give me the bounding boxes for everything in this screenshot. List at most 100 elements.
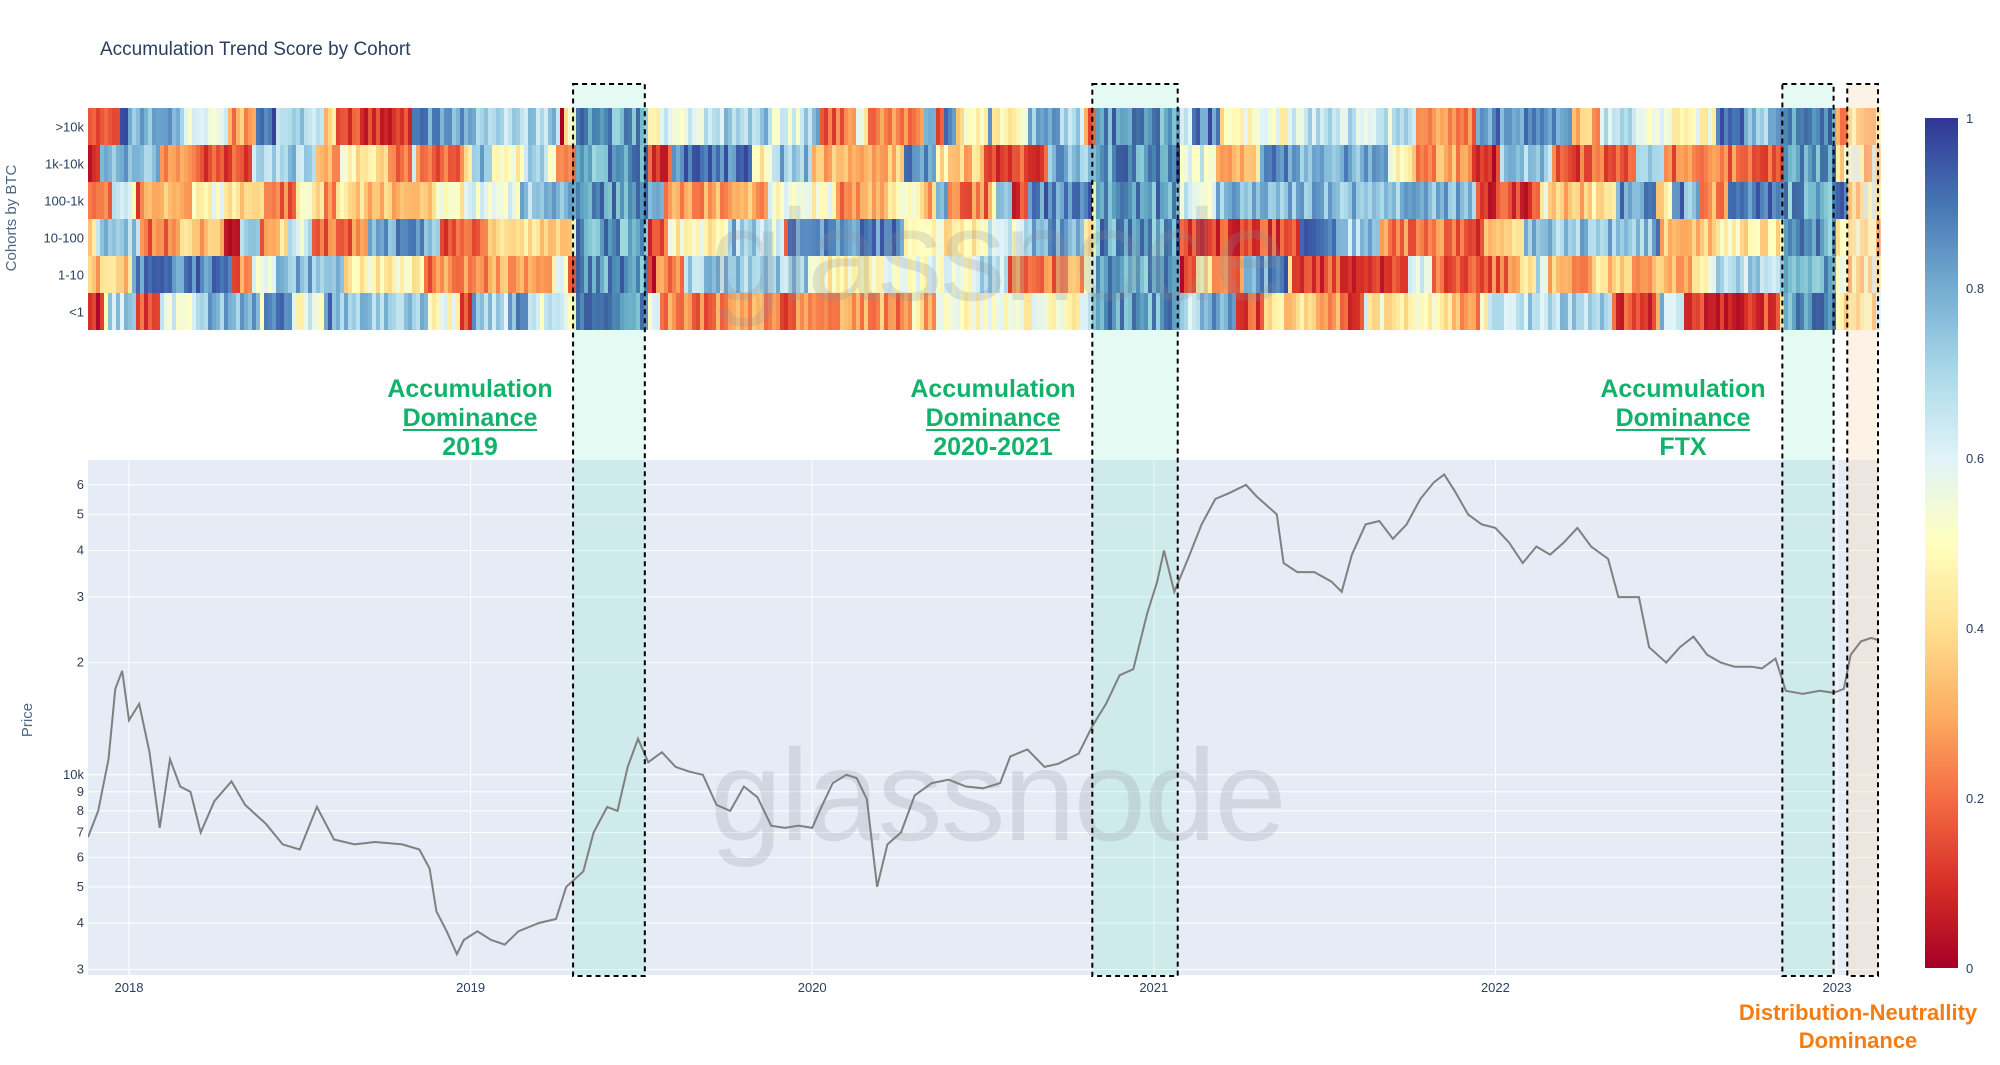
heatmap-cell [912, 219, 917, 256]
heatmap-cell [116, 256, 121, 293]
heatmap-cell [444, 182, 449, 219]
heatmap-cell [868, 182, 873, 219]
heatmap-cell [1732, 219, 1737, 256]
heatmap-cell [1456, 182, 1461, 219]
heatmap-cell [344, 145, 349, 182]
heatmap-cell [244, 219, 249, 256]
heatmap-cell [1768, 145, 1773, 182]
heatmap-cell [1708, 256, 1713, 293]
heatmap-cell [204, 219, 209, 256]
heatmap-cell [1240, 145, 1245, 182]
heatmap-cell [732, 182, 737, 219]
heatmap-cell [1428, 108, 1433, 145]
heatmap-cell [524, 145, 529, 182]
heatmap-cell [1388, 145, 1393, 182]
heatmap-cell [372, 182, 377, 219]
heatmap-cell [564, 182, 569, 219]
heatmap-cell [1676, 293, 1681, 330]
heatmap-cell [1684, 145, 1689, 182]
heatmap-cell [1528, 219, 1533, 256]
heatmap-cell [916, 219, 921, 256]
heatmap-cell [376, 219, 381, 256]
heatmap-cell [1720, 145, 1725, 182]
heatmap-cell [1840, 219, 1845, 256]
heatmap-cell [1448, 108, 1453, 145]
heatmap-cell [928, 256, 933, 293]
heatmap-cell [1156, 182, 1161, 219]
heatmap-cell [1204, 182, 1209, 219]
price-x-tick-label: 2021 [1139, 980, 1168, 995]
heatmap-cell [1124, 293, 1129, 330]
heatmap-cell [648, 182, 653, 219]
heatmap-cell [408, 293, 413, 330]
heatmap-cell [712, 108, 717, 145]
heatmap-cell [576, 256, 581, 293]
heatmap-cell [780, 256, 785, 293]
heatmap-cell [440, 256, 445, 293]
heatmap-cell [372, 145, 377, 182]
heatmap-cell [1320, 293, 1325, 330]
heatmap-cell [936, 145, 941, 182]
heatmap-cell [1384, 219, 1389, 256]
heatmap-cell [1056, 293, 1061, 330]
heatmap-cell [292, 108, 297, 145]
heatmap-cell [528, 293, 533, 330]
heatmap-cell [956, 145, 961, 182]
heatmap-cell [132, 256, 137, 293]
heatmap-cell [1092, 293, 1097, 330]
heatmap-cell [1772, 108, 1777, 145]
heatmap-cell [1444, 145, 1449, 182]
heatmap-cell [388, 182, 393, 219]
heatmap-cell [1756, 108, 1761, 145]
heatmap-cell [384, 293, 389, 330]
heatmap-cell [1076, 256, 1081, 293]
heatmap-cell [1440, 108, 1445, 145]
heatmap-cell [516, 219, 521, 256]
heatmap-cell [1488, 145, 1493, 182]
heatmap-cell [1032, 293, 1037, 330]
heatmap-cell [1440, 293, 1445, 330]
heatmap-cell [136, 182, 141, 219]
heatmap-cell [476, 108, 481, 145]
heatmap-cell [224, 256, 229, 293]
heatmap-cell [408, 145, 413, 182]
heatmap-cell [532, 293, 537, 330]
heatmap-cell [444, 293, 449, 330]
heatmap-cell [1208, 108, 1213, 145]
heatmap-cell [436, 256, 441, 293]
heatmap-cell [1696, 108, 1701, 145]
heatmap-cell [992, 256, 997, 293]
heatmap-cell [1548, 256, 1553, 293]
heatmap-cell [964, 108, 969, 145]
heatmap-cell [536, 182, 541, 219]
heatmap-cell [1636, 108, 1641, 145]
zone-outline [1781, 83, 1835, 977]
heatmap-cell [608, 219, 613, 256]
heatmap-cell [1528, 182, 1533, 219]
heatmap-cell [1244, 145, 1249, 182]
heatmap-cell [652, 293, 657, 330]
heatmap-cell [188, 145, 193, 182]
heatmap-cell [648, 108, 653, 145]
heatmap-cell [220, 145, 225, 182]
heatmap-cell [1652, 219, 1657, 256]
heatmap-cell [312, 293, 317, 330]
heatmap-cell [680, 108, 685, 145]
heatmap-cell [1564, 182, 1569, 219]
heatmap-cell [140, 256, 145, 293]
heatmap-cell [1424, 145, 1429, 182]
heatmap-cell [136, 108, 141, 145]
heatmap-cell [1804, 293, 1809, 330]
heatmap-cell [636, 145, 641, 182]
heatmap-cell [404, 182, 409, 219]
heatmap-cell [1352, 219, 1357, 256]
heatmap-cell [304, 256, 309, 293]
heatmap-cell [1708, 182, 1713, 219]
heatmap-cell [1436, 145, 1441, 182]
heatmap-cell [1200, 256, 1205, 293]
heatmap-cell [676, 219, 681, 256]
heatmap-cell [536, 108, 541, 145]
heatmap-cell [1292, 219, 1297, 256]
heatmap-cell [1020, 256, 1025, 293]
heatmap-cell [1076, 293, 1081, 330]
